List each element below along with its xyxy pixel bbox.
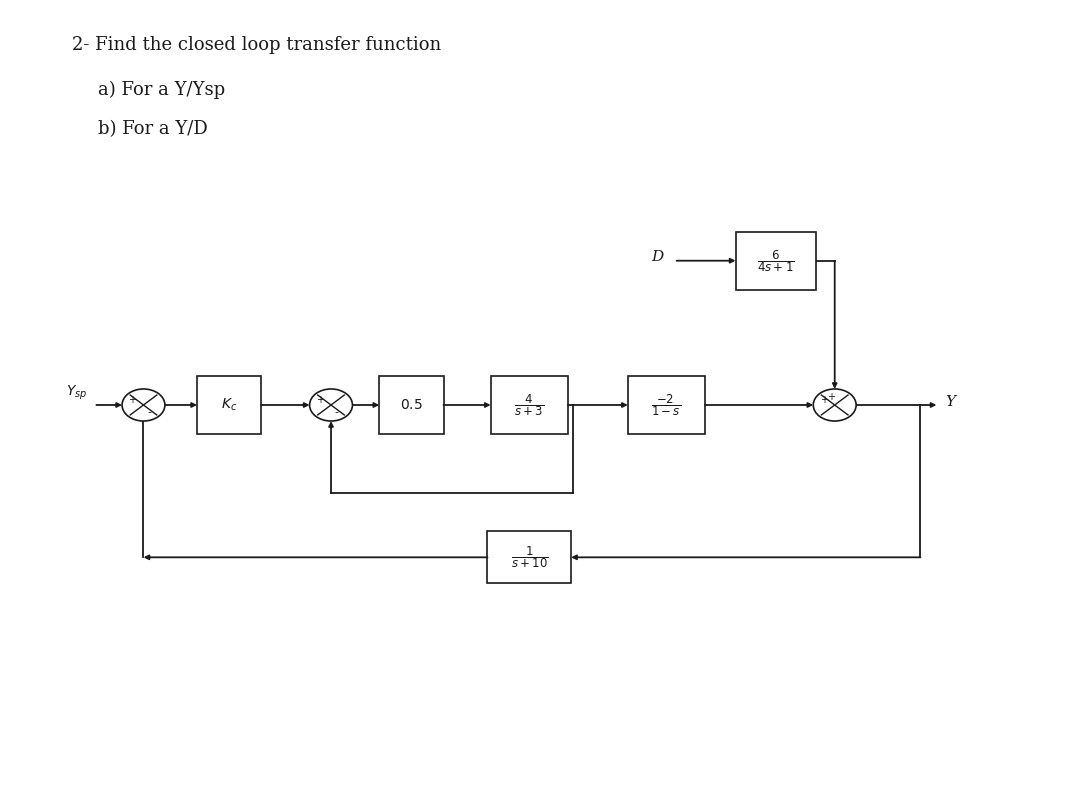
- Text: $K_c$: $K_c$: [221, 397, 238, 413]
- Text: $\dfrac{-2}{1-s}$: $\dfrac{-2}{1-s}$: [651, 392, 681, 418]
- Bar: [627, 376, 705, 434]
- Bar: [379, 376, 444, 434]
- Text: $Y_{sp}$: $Y_{sp}$: [66, 383, 87, 402]
- Text: +: +: [315, 395, 324, 405]
- Circle shape: [122, 389, 165, 421]
- Text: a) For a Y/Ysp: a) For a Y/Ysp: [98, 80, 226, 99]
- Bar: [197, 376, 261, 434]
- Text: b) For a Y/D: b) For a Y/D: [98, 121, 208, 139]
- Bar: [490, 376, 568, 434]
- Text: +: +: [827, 393, 835, 403]
- Text: $0.5$: $0.5$: [400, 398, 422, 412]
- Text: -: -: [147, 407, 151, 416]
- Text: D: D: [651, 249, 664, 264]
- Text: 2- Find the closed loop transfer function: 2- Find the closed loop transfer functio…: [71, 36, 441, 54]
- Bar: [487, 531, 571, 583]
- Text: Y: Y: [945, 394, 955, 409]
- Text: $\dfrac{6}{4s+1}$: $\dfrac{6}{4s+1}$: [757, 248, 795, 274]
- Text: $\dfrac{4}{s+3}$: $\dfrac{4}{s+3}$: [514, 392, 544, 418]
- Circle shape: [310, 389, 352, 421]
- Bar: [735, 232, 816, 289]
- Text: $\dfrac{1}{s+10}$: $\dfrac{1}{s+10}$: [511, 544, 548, 570]
- Circle shape: [813, 389, 856, 421]
- Text: +: +: [820, 395, 827, 405]
- Text: -: -: [335, 407, 339, 416]
- Text: +: +: [129, 395, 136, 405]
